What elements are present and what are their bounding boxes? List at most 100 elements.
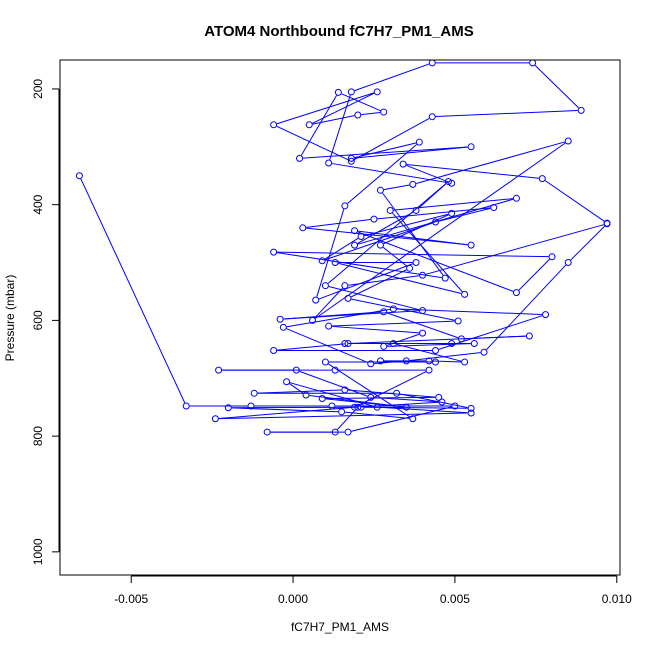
data-point: [321, 282, 329, 290]
data-point: [367, 393, 375, 401]
data-point: [380, 308, 388, 316]
data-point: [283, 378, 291, 386]
series-line-segment: [380, 406, 468, 414]
series-line-segment: [354, 63, 430, 92]
series-line-segment: [518, 258, 550, 291]
series-line-segment: [406, 164, 539, 179]
data-point: [312, 296, 320, 304]
data-point: [344, 340, 352, 348]
data-point: [431, 346, 439, 354]
series-line-segment: [387, 343, 471, 347]
series-line-segment: [329, 95, 351, 160]
data-point: [454, 317, 462, 325]
data-point: [250, 389, 258, 397]
series-line-segment: [306, 227, 468, 246]
data-point: [380, 108, 388, 116]
data-point: [367, 360, 375, 368]
data-point: [357, 232, 365, 240]
series-line-segment: [328, 363, 411, 418]
y-tick-label: 1000: [31, 538, 45, 565]
data-point: [399, 160, 407, 168]
data-point: [341, 202, 349, 210]
series-line-segment: [357, 211, 414, 244]
series-line-segment: [416, 141, 565, 184]
data-point: [431, 218, 439, 226]
data-point: [412, 206, 420, 214]
data-point: [490, 204, 498, 212]
data-point: [425, 357, 433, 365]
data-point: [461, 358, 469, 366]
series-line-segment: [327, 183, 447, 284]
series-line-segment: [351, 269, 407, 298]
data-point: [538, 175, 546, 183]
data-point: [402, 403, 410, 411]
data-point: [564, 259, 572, 267]
data-point: [325, 322, 333, 330]
series-line-segment: [534, 64, 580, 109]
series-line-segment: [345, 411, 410, 419]
series-line-segment: [438, 315, 543, 350]
series-line-segment: [218, 412, 468, 420]
series-line-segment: [382, 192, 444, 276]
series-line-segment: [399, 393, 468, 409]
data-point: [467, 409, 475, 417]
y-tick-label: 200: [31, 79, 45, 99]
plot-frame: [59, 59, 621, 576]
data-point: [376, 241, 384, 249]
series-line-segment: [392, 212, 463, 293]
data-point: [525, 332, 533, 340]
series-line-segment: [354, 142, 417, 159]
series-line-segment: [257, 389, 342, 394]
series-line-segment: [306, 219, 371, 228]
data-point: [542, 311, 550, 319]
data-point: [386, 206, 394, 214]
data-point: [338, 408, 346, 416]
series-line-segment: [486, 264, 567, 351]
data-point: [448, 340, 456, 348]
series-line-segment: [354, 117, 430, 161]
series-line-segment: [432, 360, 462, 363]
data-point: [441, 274, 449, 282]
x-axis-label: fC7H7_PM1_AMS: [291, 620, 389, 634]
data-point: [354, 111, 362, 119]
data-point: [435, 393, 443, 401]
series-line-segment: [314, 287, 343, 319]
data-point: [344, 428, 352, 436]
data-point: [182, 402, 190, 410]
series-line-segment: [341, 93, 381, 112]
data-point: [438, 398, 446, 406]
series-line-segment: [332, 325, 420, 334]
series-line-segment: [438, 207, 491, 222]
series-line-segment: [396, 343, 462, 362]
data-point: [393, 389, 401, 397]
data-point: [247, 402, 255, 410]
series-line-segment: [386, 312, 459, 339]
series-line-segment: [332, 320, 455, 327]
data-point: [402, 357, 410, 365]
data-point: [419, 271, 427, 279]
data-point: [354, 403, 362, 411]
series-line-segment: [347, 144, 417, 204]
data-point: [321, 358, 329, 366]
series-line-segment: [277, 252, 442, 279]
series-line-segment: [324, 237, 359, 260]
data-point: [373, 403, 381, 411]
series-line-segment: [338, 262, 462, 295]
data-point: [448, 179, 456, 187]
data-point: [270, 121, 278, 129]
data-point: [351, 241, 359, 249]
data-point: [480, 348, 488, 356]
series-line-segment: [315, 142, 566, 319]
data-point: [331, 259, 339, 267]
data-point: [428, 113, 436, 121]
data-point: [305, 121, 313, 129]
data-point: [270, 346, 278, 354]
series-line-segment: [328, 286, 420, 311]
data-point: [328, 402, 336, 410]
series-line-segment: [396, 308, 543, 315]
data-point: [451, 402, 459, 410]
series-line-segment: [332, 163, 449, 184]
series-line-segment: [316, 209, 345, 297]
series-line-segment: [277, 251, 549, 258]
series-line-segment: [386, 333, 420, 346]
